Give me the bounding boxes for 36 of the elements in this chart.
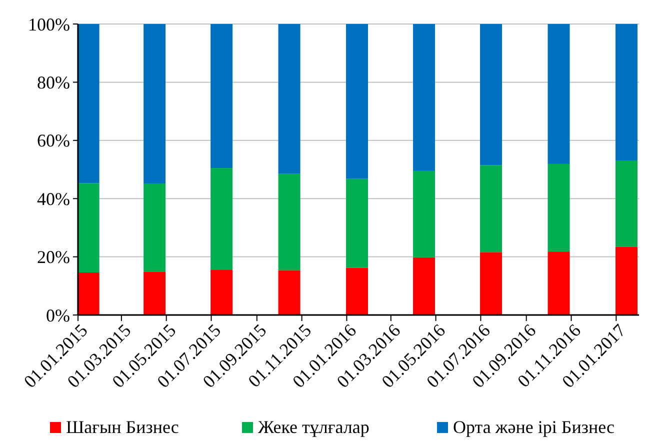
y-tick-label: 60% [37,130,70,151]
y-tick-label: 100% [28,14,70,34]
bar [210,270,233,315]
y-tick-label: 0% [46,305,70,326]
bar [615,160,638,247]
bar [413,257,436,315]
bar [210,24,233,168]
bar [77,272,100,315]
bar [346,178,368,268]
y-tick-label: 40% [37,188,70,209]
bar [413,24,436,171]
y-tick-label: 20% [37,247,70,268]
bar [480,165,502,252]
bar [615,246,638,315]
bar [346,24,368,179]
bar [480,24,502,166]
bar [144,24,166,184]
bar [548,24,570,164]
legend-label: Шағын Бизнес [66,417,179,437]
bar [548,252,570,315]
bar [144,272,166,315]
legend-label: Орта және ірі Бизнес [453,417,615,437]
bar [144,183,166,272]
bar [278,270,300,315]
bar [278,174,300,270]
bar [77,24,100,184]
bar [615,24,638,160]
bar [413,170,436,258]
bar [480,252,502,315]
bar [346,268,368,315]
legend-label: Жеке тұлғалар [258,417,370,437]
bar [210,168,233,270]
y-tick-label: 80% [37,72,70,92]
bar [77,183,100,273]
bar [278,24,300,174]
bar [548,164,570,252]
